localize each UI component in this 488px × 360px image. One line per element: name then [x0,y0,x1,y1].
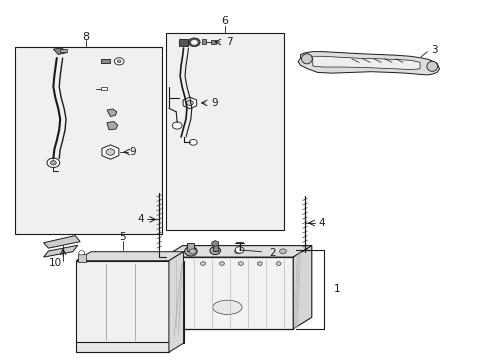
Bar [168,261,183,343]
Circle shape [200,262,205,265]
Text: 5: 5 [119,232,125,242]
Circle shape [189,139,197,145]
Circle shape [172,122,182,129]
Circle shape [234,249,241,254]
Circle shape [186,100,193,105]
Circle shape [209,247,220,255]
Circle shape [117,60,121,63]
Bar [76,261,168,343]
Text: 9: 9 [129,147,135,157]
Circle shape [50,161,56,165]
Bar [163,257,293,329]
Bar [60,49,67,52]
Circle shape [238,262,243,265]
Bar [187,243,194,251]
Bar [201,40,206,44]
Bar [101,59,110,63]
Polygon shape [293,246,311,329]
Polygon shape [312,56,419,69]
Polygon shape [107,122,118,130]
Polygon shape [43,235,80,248]
Text: 6: 6 [221,17,228,27]
Polygon shape [53,48,66,54]
Polygon shape [163,246,311,257]
Ellipse shape [426,61,437,71]
Polygon shape [298,51,439,75]
Polygon shape [43,245,78,257]
Text: 8: 8 [82,32,89,41]
Circle shape [276,262,281,265]
Text: 1: 1 [333,284,340,294]
Circle shape [189,249,196,254]
Polygon shape [107,109,117,117]
Text: 9: 9 [211,98,218,108]
Circle shape [191,40,197,44]
Bar [211,40,216,44]
Bar [166,33,283,230]
Circle shape [279,249,286,254]
Circle shape [47,158,60,167]
Circle shape [79,251,84,255]
Bar [212,244,217,251]
Circle shape [235,247,244,253]
Text: 4: 4 [318,218,325,228]
Text: 3: 3 [430,45,436,55]
Circle shape [188,38,200,46]
Text: 10: 10 [49,258,62,268]
Bar [76,342,168,352]
Polygon shape [168,252,183,352]
Bar [101,87,107,90]
Ellipse shape [212,300,242,315]
Ellipse shape [301,54,312,64]
Circle shape [114,58,124,65]
Text: 4: 4 [137,215,143,224]
Circle shape [184,247,197,256]
Bar [178,39,188,45]
Circle shape [106,149,115,155]
Text: 7: 7 [225,37,232,47]
Polygon shape [76,252,183,261]
Circle shape [257,262,262,265]
Bar [78,253,85,262]
Text: 2: 2 [268,248,275,258]
Circle shape [219,262,224,265]
Bar [15,47,161,234]
